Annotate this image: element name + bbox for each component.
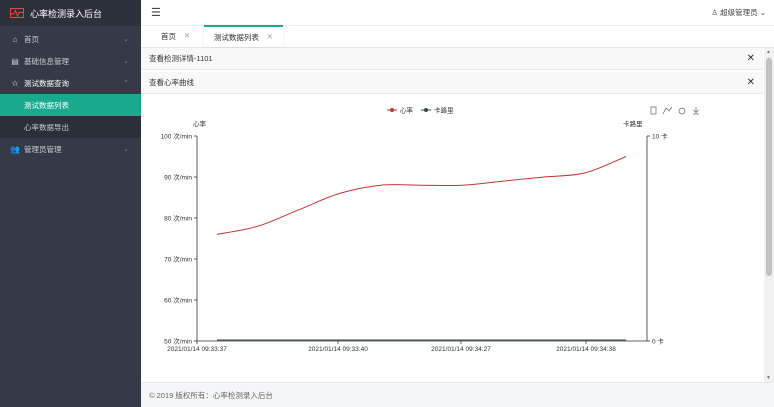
heart-rate-line <box>216 156 627 235</box>
tab-bar: 首页 ✕ 测试数据列表 ✕ <box>141 25 774 48</box>
sidebar-item-admin[interactable]: 👥 管理员管理 ⌄ <box>0 138 141 160</box>
tab-test-data-list[interactable]: 测试数据列表 ✕ <box>203 25 283 47</box>
curve-panel-title: 查看心率曲线 <box>149 78 194 87</box>
left-axis-tick-label: 80 次/min <box>164 214 192 223</box>
chevron-down-icon: ⌄ <box>759 8 766 17</box>
scroll-up-icon[interactable]: ▲ <box>766 49 771 55</box>
x-axis-tick-label: 2021/01/14 09:34:38 <box>556 346 616 353</box>
scroll-down-icon[interactable]: ▼ <box>766 375 771 381</box>
sidebar-item-test-data-list[interactable]: 测试数据列表 <box>0 94 141 116</box>
detail-panel: 查看检测详情-1101 ✕ <box>141 48 763 70</box>
detail-panel-title: 查看检测详情-1101 <box>149 54 213 63</box>
x-axis-tick-label: 2021/01/14 09:33:37 <box>167 346 227 353</box>
close-icon[interactable]: ✕ <box>184 33 190 40</box>
legend-heart-label: 心率 <box>400 106 414 115</box>
tab-label: 首页 <box>161 31 176 41</box>
x-axis: 2021/01/14 09:33:37 2021/01/14 09:33:40 20… <box>167 340 647 353</box>
chart-svg: 心率 卡路里 心率 卡路里 100 次/min 90 次/min 80 次/min 7… <box>161 106 699 353</box>
top-bar: ☰ ♙ 超级管理员 ⌄ <box>141 0 774 26</box>
chevron-down-icon: ⌄ <box>123 146 129 153</box>
home-icon: ⌂ <box>12 34 18 44</box>
users-icon: 👥 <box>10 144 20 154</box>
sidebar-item-label: 管理员管理 <box>24 144 62 154</box>
sidebar-item-label: 基础信息管理 <box>24 56 69 66</box>
legend-calorie-marker <box>424 108 428 112</box>
left-axis-tick-label: 70 次/min <box>164 255 192 264</box>
sidebar-item-heart-export[interactable]: 心率数据导出 <box>24 122 69 132</box>
sidebar: 心率检测录入后台 ⌂ 首页 ⌄ ▤ 基础信息管理 ⌄ ☆ 测试数据查询 ⌃ 测试… <box>0 0 141 407</box>
footer-text: © 2019 版权所有：心率检测录入后台 <box>149 390 273 400</box>
app-logo[interactable]: 心率检测录入后台 <box>0 0 141 26</box>
left-axis-name: 心率 <box>193 119 207 128</box>
chevron-up-icon: ⌃ <box>123 80 129 87</box>
chart-series <box>216 156 627 341</box>
user-icon: ♙ <box>711 8 719 17</box>
left-axis: 100 次/min 90 次/min 80 次/min 70 次/min 60 次/mi… <box>161 132 198 346</box>
curve-panel: 查看心率曲线 ✕ <box>141 72 763 94</box>
right-axis-name: 卡路里 <box>623 119 643 128</box>
legend-heart-marker <box>390 108 394 112</box>
sidebar-item-label: 首页 <box>24 34 39 44</box>
x-axis-tick-label: 2021/01/14 09:33:40 <box>308 346 368 353</box>
left-axis-tick-label: 60 次/min <box>164 296 192 305</box>
x-axis-tick-label: 2021/01/14 09:34:27 <box>431 346 491 353</box>
close-icon[interactable]: ✕ <box>746 53 755 64</box>
menu-toggle-icon[interactable]: ☰ <box>151 7 161 19</box>
tab-home[interactable]: 首页 ✕ <box>151 25 200 47</box>
sidebar-item-label: 测试数据查询 <box>24 78 69 88</box>
close-icon[interactable]: ✕ <box>746 77 755 88</box>
left-axis-tick-label: 100 次/min <box>161 132 193 141</box>
chevron-down-icon: ⌄ <box>123 36 129 43</box>
right-axis-tick-label: 0 卡 <box>652 337 664 346</box>
data-view-icon[interactable] <box>650 106 657 115</box>
app-title: 心率检测录入后台 <box>30 8 103 19</box>
main-area: ☰ ♙ 超级管理员 ⌄ 首页 ✕ 测试数据列表 ✕ 查看检测详情-1101 ✕ … <box>141 0 774 407</box>
heart-rate-chart: 心率 卡路里 心率 卡路里 100 次/min 90 次/min 80 次/min 7… <box>141 94 763 382</box>
right-axis-tick-label: 10 卡 <box>652 132 668 141</box>
chart-legend: 心率 卡路里 <box>387 106 454 115</box>
restore-icon[interactable] <box>678 107 686 115</box>
footer: © 2019 版权所有：心率检测录入后台 <box>141 382 774 407</box>
legend-calorie-label: 卡路里 <box>434 106 454 115</box>
download-icon[interactable] <box>693 107 699 115</box>
list-icon: ▤ <box>11 56 19 66</box>
user-name: 超级管理员 <box>720 8 758 17</box>
star-icon: ☆ <box>11 78 19 88</box>
sidebar-item-test-data[interactable]: ☆ 测试数据查询 ⌃ <box>0 72 141 94</box>
chart-toolbox <box>650 106 699 115</box>
scroll-thumb[interactable] <box>766 58 772 276</box>
right-axis: 10 卡 0 卡 <box>646 132 668 346</box>
scrollbar[interactable]: ▲ ▼ <box>764 48 774 382</box>
sidebar-item-home[interactable]: ⌂ 首页 ⌄ <box>0 28 141 50</box>
submenu-test-data: 测试数据列表 心率数据导出 <box>0 94 141 138</box>
heartbeat-logo-icon <box>10 8 24 18</box>
sidebar-item-basic-info[interactable]: ▤ 基础信息管理 ⌄ <box>0 50 141 72</box>
left-axis-tick-label: 50 次/min <box>164 337 192 346</box>
chevron-down-icon: ⌄ <box>123 58 129 65</box>
tab-label: 测试数据列表 <box>213 32 259 42</box>
close-icon[interactable]: ✕ <box>266 34 273 41</box>
line-toggle-icon[interactable] <box>662 106 673 115</box>
left-axis-tick-label: 90 次/min <box>164 173 192 182</box>
user-menu[interactable]: ♙ 超级管理员 ⌄ <box>711 7 766 18</box>
